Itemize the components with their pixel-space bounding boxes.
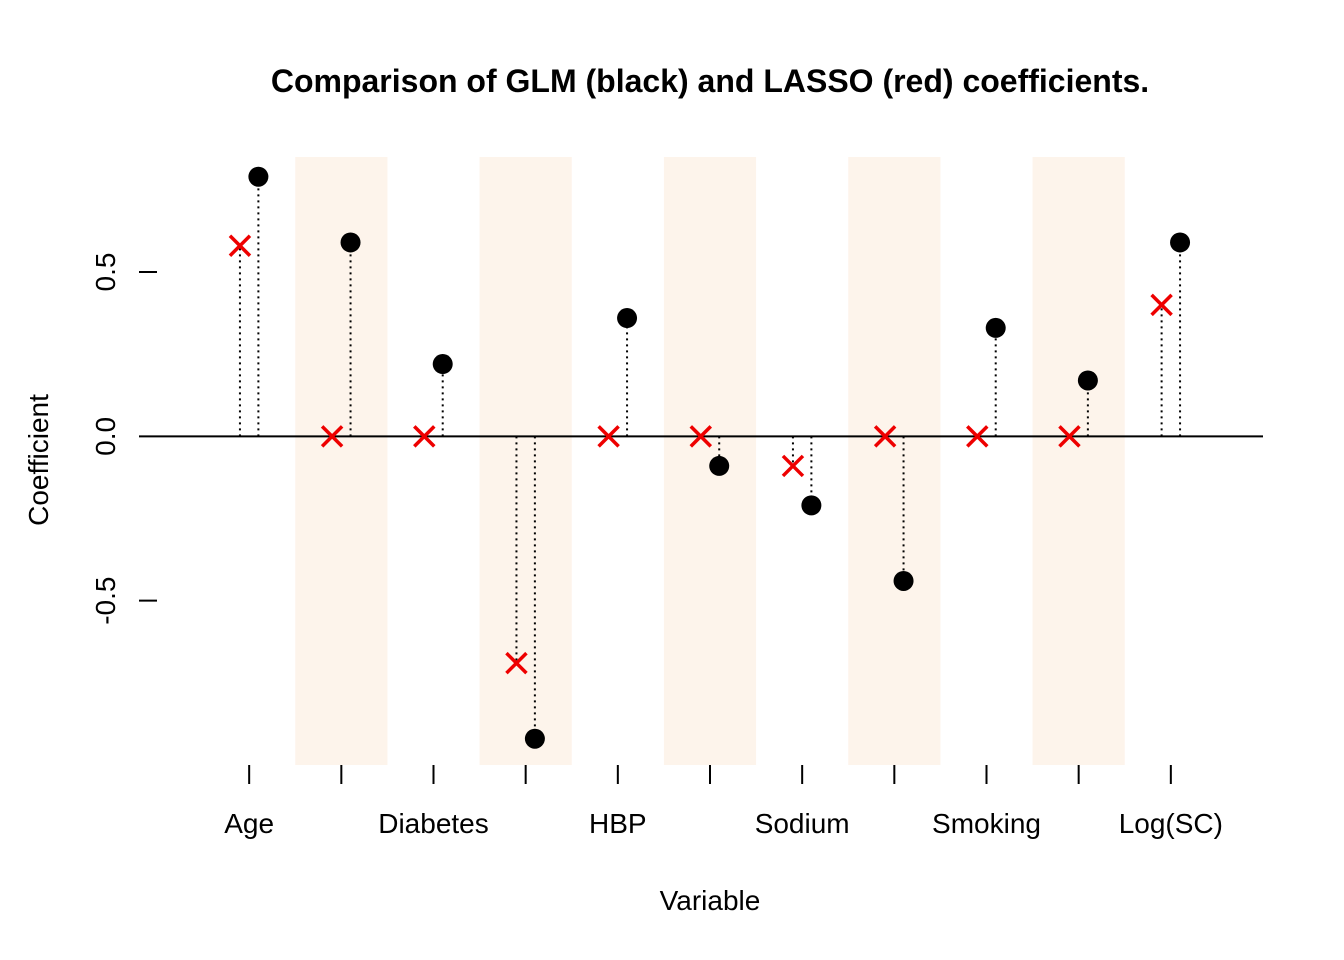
lasso-point-stroke — [320, 425, 344, 448]
chart-title: Comparison of GLM (black) and LASSO (red… — [271, 63, 1149, 99]
lasso-point-stroke — [505, 651, 528, 675]
y-axis-label: Coefficient — [23, 394, 54, 526]
lasso-point — [320, 425, 344, 448]
lasso-point — [781, 454, 805, 478]
glm-point — [1077, 370, 1098, 391]
x-tick-label: Sodium — [755, 808, 850, 839]
y-tick-label: -0.5 — [90, 577, 121, 625]
shaded-band — [848, 157, 941, 765]
lasso-point — [1150, 293, 1173, 317]
lasso-point-stroke — [873, 425, 897, 448]
lasso-point — [1058, 425, 1081, 448]
lasso-point-stroke — [966, 425, 989, 448]
shaded-band — [479, 157, 572, 765]
lasso-point — [228, 234, 252, 257]
x-tick-label: Smoking — [932, 808, 1041, 839]
lasso-point-stroke — [1150, 293, 1173, 317]
lasso-point-stroke — [1058, 425, 1081, 448]
y-tick-label: 0.0 — [90, 417, 121, 456]
x-axis-label: Variable — [660, 885, 761, 916]
lasso-point — [413, 425, 436, 448]
lasso-point-stroke — [228, 234, 252, 257]
lasso-point-stroke — [689, 425, 713, 448]
lasso-point-stroke — [597, 425, 620, 448]
x-tick-label: Diabetes — [378, 808, 489, 839]
glm-point — [985, 317, 1006, 338]
glm-point — [893, 570, 914, 591]
x-tick-label: HBP — [589, 808, 647, 839]
lasso-point-stroke — [413, 425, 436, 448]
lasso-point — [873, 425, 897, 448]
shaded-band — [663, 157, 757, 765]
glm-point — [524, 728, 545, 749]
x-axis: Age Diabetes HBP Sodium Smoking Log(SC) — [224, 765, 1223, 839]
glm-point — [340, 232, 361, 253]
shaded-bands — [295, 157, 1125, 765]
lasso-point — [505, 651, 528, 675]
glm-point — [709, 455, 730, 476]
lasso-point — [689, 425, 713, 448]
x-tick-label: Log(SC) — [1119, 808, 1223, 839]
y-tick-label: 0.5 — [90, 253, 121, 292]
glm-point — [248, 166, 269, 187]
lasso-point — [597, 425, 620, 448]
x-tick-label: Age — [224, 808, 274, 839]
marks — [228, 166, 1191, 749]
lasso-point-stroke — [781, 454, 805, 478]
lasso-point — [966, 425, 989, 448]
glm-point — [1170, 232, 1191, 253]
glm-point — [801, 495, 822, 516]
stems — [238, 176, 1182, 739]
shaded-band — [1032, 157, 1125, 765]
glm-point — [432, 354, 453, 375]
y-axis: -0.5 0.0 0.5 — [90, 253, 157, 625]
glm-point — [617, 308, 638, 329]
shaded-band — [295, 157, 388, 765]
